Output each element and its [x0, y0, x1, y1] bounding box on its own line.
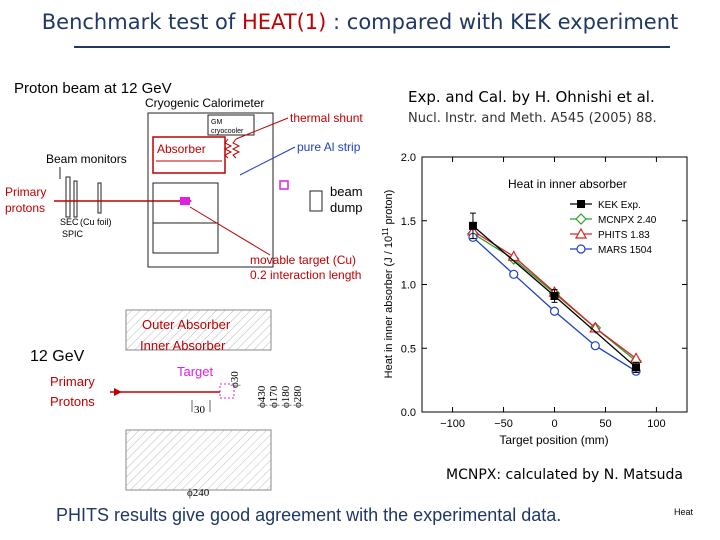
thermal-shunt-label: thermal shunt [290, 111, 363, 125]
legend-marker [575, 213, 587, 225]
series-0 [468, 212, 641, 373]
dim-280-label: ϕ280 [292, 385, 304, 408]
chart-title: Heat in inner absorber [508, 177, 627, 191]
y-axis-label-exp: 11 [381, 227, 390, 236]
beam-dump-label-2: dump [330, 200, 363, 215]
legend-marker [576, 244, 586, 254]
slide-title: Benchmark test of HEAT(1) : compared wit… [0, 10, 720, 34]
target-cu [180, 197, 190, 205]
footer-tag: Heat [674, 507, 694, 517]
legend-label: KEK Exp. [598, 200, 641, 211]
cu-foil-label: (Cu foil) [80, 217, 112, 227]
series-layer [466, 212, 643, 376]
heat-chart: Heat in inner absorber −100 −50 0 50 100 0.0… [381, 152, 688, 447]
mcnpx-note: MCNPX: calculated by N. Matsuda [446, 467, 683, 483]
pure-al-pointer [239, 146, 296, 176]
title-suffix: : compared with KEK experiment [326, 10, 679, 34]
chart-legend: KEK Exp. MCNPX 2.40 PHITS 1.83 MARS 1504 [570, 200, 657, 256]
primary-label-bottom: Primary [50, 374, 95, 389]
x-axis-ticks: −100 −50 0 50 100 [440, 157, 666, 430]
data-point [549, 306, 560, 316]
spic-monitor [73, 180, 78, 218]
y-tick-label: 2.0 [401, 152, 416, 164]
absorber-lower [152, 222, 219, 254]
legend-label: PHITS 1.83 [598, 230, 650, 241]
sec-label: SEC [60, 217, 79, 227]
dim-430-label: ϕ430 [256, 385, 268, 408]
title-rule [74, 46, 670, 48]
target-pointer [189, 206, 271, 256]
cryocooler-label: cryocooler [211, 128, 244, 135]
cu-foil [97, 182, 102, 214]
dim-30-label: ϕ30 [229, 371, 241, 388]
calorimeter-setup-diagram: Cryogenic Calorimeter GM cryocooler ther… [5, 96, 363, 282]
inner-absorber-label: Inner Absorber [140, 338, 226, 353]
conclusion-text: PHITS results give good agreement with t… [56, 505, 562, 525]
y-tick-label: 0.0 [401, 407, 416, 419]
absorber-label: Absorber [157, 142, 206, 156]
target-marker [279, 180, 289, 190]
gm-label: GM [211, 119, 222, 126]
legend-label: MCNPX 2.40 [598, 215, 657, 226]
protons-label: protons [5, 201, 45, 215]
dim-180-label: ϕ180 [280, 385, 292, 408]
calorimeter-box [147, 112, 274, 268]
protons-label-bottom: Protons [50, 394, 95, 409]
thermal-shunt-pointer [235, 117, 289, 140]
plot-frame [421, 156, 688, 413]
legend-marker [577, 200, 585, 208]
gm-cryocooler-box [207, 114, 255, 136]
data-point [632, 363, 641, 372]
energy-label: 12 GeV [30, 348, 85, 365]
data-point [468, 221, 477, 230]
beam-dump-block [309, 190, 323, 212]
data-point [550, 291, 559, 300]
y-tick-label: 1.5 [401, 216, 416, 228]
x-axis-label: Target position (mm) [499, 433, 608, 447]
primary-label: Primary [5, 185, 46, 199]
experiment-credit: Exp. and Cal. by H. Ohnishi et al. [408, 88, 655, 106]
beam-monitors-label: Beam monitors [46, 152, 127, 166]
outer-absorber-top [125, 309, 272, 351]
y-tick-label: 0.5 [401, 343, 416, 355]
y-axis-label: Heat in inner absorber (J / 1011 proton) [381, 190, 395, 379]
proton-beam-label: Proton beam at 12 GeV [14, 80, 172, 97]
dim-170-label: ϕ170 [268, 385, 280, 408]
absorber-geometry-diagram: Outer Absorber Inner Absorber Target Pri… [50, 309, 304, 499]
data-point [590, 341, 600, 351]
outer-absorber-label: Outer Absorber [142, 317, 231, 332]
interaction-length-label: 0.2 interaction length [250, 268, 361, 282]
beam-arrow-bottom-icon [114, 388, 122, 396]
outer-absorber-bottom [125, 429, 272, 491]
x-tick-label: −100 [440, 418, 465, 430]
x-tick-label: 0 [551, 418, 557, 430]
y-axis-label-tail: proton) [383, 190, 395, 228]
legend-label: MARS 1504 [598, 245, 652, 256]
legend-marker [574, 227, 588, 239]
y-tick-label: 1.0 [401, 280, 416, 292]
absorber-box [152, 136, 226, 174]
movable-target-label: movable target (Cu) [250, 253, 356, 267]
x-tick-label: 100 [647, 418, 665, 430]
cryogenic-calorimeter-label: Cryogenic Calorimeter [145, 96, 264, 110]
title-highlight: HEAT(1) [241, 10, 327, 34]
shunt-spring-icon [223, 138, 241, 159]
title-prefix: Benchmark test of [41, 10, 242, 34]
target-label: Target [177, 364, 214, 379]
x-tick-label: −50 [494, 418, 513, 430]
data-point [509, 269, 519, 279]
spic-label: SPIC [62, 229, 84, 239]
x-tick-label: 50 [599, 418, 611, 430]
dim-240-label: ϕ240 [187, 487, 210, 499]
y-axis-label-main: Heat in inner absorber (J / 10 [383, 236, 395, 378]
y-axis-ticks: 0.0 0.5 1.0 1.5 2.0 [401, 152, 687, 419]
beam-dump-label-1: beam [330, 184, 363, 199]
pure-al-strip-label: pure Al strip [297, 140, 361, 154]
journal-reference: Nucl. Instr. and Meth. A545 (2005) 88. [408, 111, 657, 126]
sec-monitor [65, 176, 71, 218]
target-outline [219, 383, 235, 399]
len30-label: 30 [194, 404, 206, 416]
